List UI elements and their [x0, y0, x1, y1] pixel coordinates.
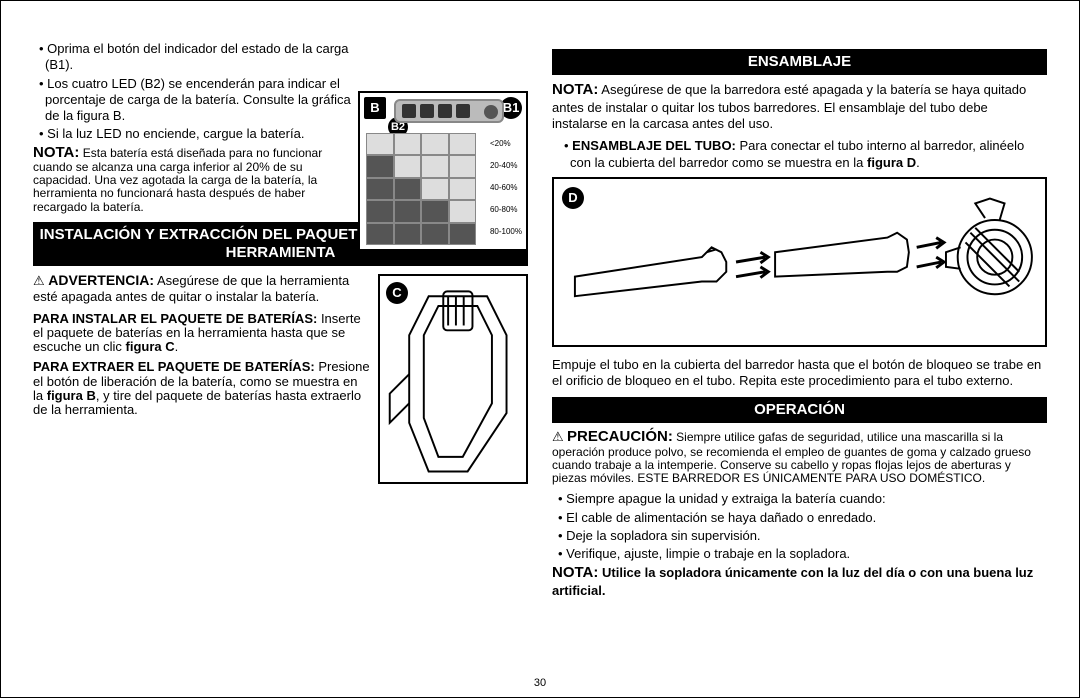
tool-illustration [380, 276, 526, 482]
left-column: B B1 B2 <20% 20-40% 40-60% 60-80% 80-100… [33, 41, 528, 677]
section-header-ensamblaje: ENSAMBLAJE [552, 49, 1047, 75]
op-bullet: • Verifique, ajuste, limpie o trabaje en… [558, 546, 1047, 562]
remove-figref: figura B [47, 388, 96, 403]
nota-label: NOTA: [552, 564, 598, 581]
ensamblaje-bullet: • ENSAMBLAJE DEL TUBO: Para conectar el … [564, 138, 1047, 171]
ensamblaje-figref: figura D [867, 155, 916, 170]
figure-c: C [378, 274, 528, 484]
right-column: ENSAMBLAJE NOTA: Asegúrese de que la bar… [552, 41, 1047, 677]
advertencia-label: ADVERTENCIA: [48, 272, 154, 288]
page-number: 30 [534, 677, 546, 689]
figure-d-label: D [562, 187, 584, 209]
figure-b-label: B [364, 97, 386, 119]
battery-indicator-illustration [394, 99, 504, 123]
figure-c-label: C [386, 282, 408, 304]
charge-grid-illustration [366, 133, 476, 245]
bullet-text: • Si la luz LED no enciende, cargue la b… [39, 126, 353, 142]
install-figref: figura C [126, 339, 175, 354]
nota3-paragraph: NOTA: Utilice la sopladora únicamente co… [552, 564, 1047, 599]
remove-label: PARA EXTRAER EL PAQUETE DE BATERÍAS: [33, 359, 315, 374]
section-header-operacion: OPERACIÓN [552, 397, 1047, 423]
pct-label: 60-80% [490, 199, 522, 221]
op-bullet: • El cable de alimentación se haya dañad… [558, 510, 1047, 526]
install-label: PARA INSTALAR EL PAQUETE DE BATERÍAS: [33, 311, 317, 326]
nota2-paragraph: NOTA: Asegúrese de que la barredora esté… [552, 81, 1047, 132]
nota-label: NOTA: [33, 144, 79, 161]
pct-label: 20-40% [490, 155, 522, 177]
ensamblaje-bold: ENSAMBLAJE DEL TUBO: [572, 138, 736, 153]
pct-label: <20% [490, 133, 522, 155]
pct-label: 40-60% [490, 177, 522, 199]
charge-percent-labels: <20% 20-40% 40-60% 60-80% 80-100% [490, 133, 522, 243]
op-bullet: • Deje la sopladora sin supervisión. [558, 528, 1047, 544]
bullet-text: • Oprima el botón del indicador del esta… [39, 41, 353, 74]
nota2-text: Asegúrese de que la barredora esté apaga… [552, 82, 1026, 131]
figure-b: B B1 B2 <20% 20-40% 40-60% 60-80% 80-100… [358, 91, 528, 251]
precaucion-paragraph: ⚠ PRECAUCIÓN: Siempre utilice gafas de s… [552, 429, 1047, 485]
precaucion-label: PRECAUCIÓN: [567, 428, 673, 445]
nota3-text: Utilice la sopladora únicamente con la l… [552, 565, 1033, 598]
nota-label: NOTA: [552, 81, 598, 98]
warning-icon: ⚠ [33, 273, 45, 289]
warning-icon: ⚠ [552, 430, 564, 444]
pct-label: 80-100% [490, 221, 522, 243]
nota-paragraph: NOTA: Esta batería está diseñada para no… [33, 145, 353, 214]
op-bullet: • Siempre apague la unidad y extraiga la… [558, 491, 1047, 507]
bullet-text: • Los cuatro LED (B2) se encenderán para… [39, 76, 353, 125]
figure-d: D [552, 177, 1047, 347]
blower-assembly-illustration [554, 179, 1045, 345]
after-figd-text: Empuje el tubo en la cubierta del barred… [552, 357, 1047, 390]
